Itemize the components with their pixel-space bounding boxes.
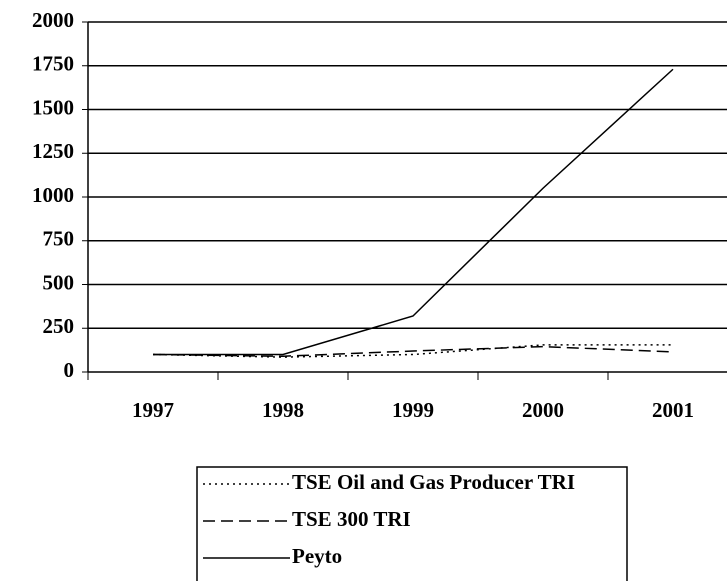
legend-box <box>196 466 628 581</box>
x-tick-label: 2000 <box>522 398 564 422</box>
x-tick-label: 1999 <box>392 398 434 422</box>
y-tick-label: 0 <box>64 358 75 382</box>
series-line <box>152 345 674 358</box>
legend-label: TSE Oil and Gas Producer TRI <box>292 470 575 494</box>
y-tick-label: 1250 <box>32 139 74 163</box>
y-tick-label: 1750 <box>32 52 74 76</box>
legend-label: Peyto <box>292 544 342 568</box>
x-tick-label: 1997 <box>132 398 174 422</box>
y-tick-label: 250 <box>43 314 75 338</box>
x-tick-label: 2001 <box>652 398 694 422</box>
series-line <box>153 68 674 356</box>
series-line <box>152 344 673 358</box>
y-tick-label: 750 <box>43 227 75 251</box>
y-tick-label: 1000 <box>32 183 74 207</box>
legend-label: TSE 300 TRI <box>292 507 411 531</box>
y-tick-label: 1500 <box>32 95 74 119</box>
x-tick-label: 1998 <box>262 398 304 422</box>
y-tick-label: 2000 <box>32 8 74 32</box>
y-tick-label: 500 <box>43 270 75 294</box>
